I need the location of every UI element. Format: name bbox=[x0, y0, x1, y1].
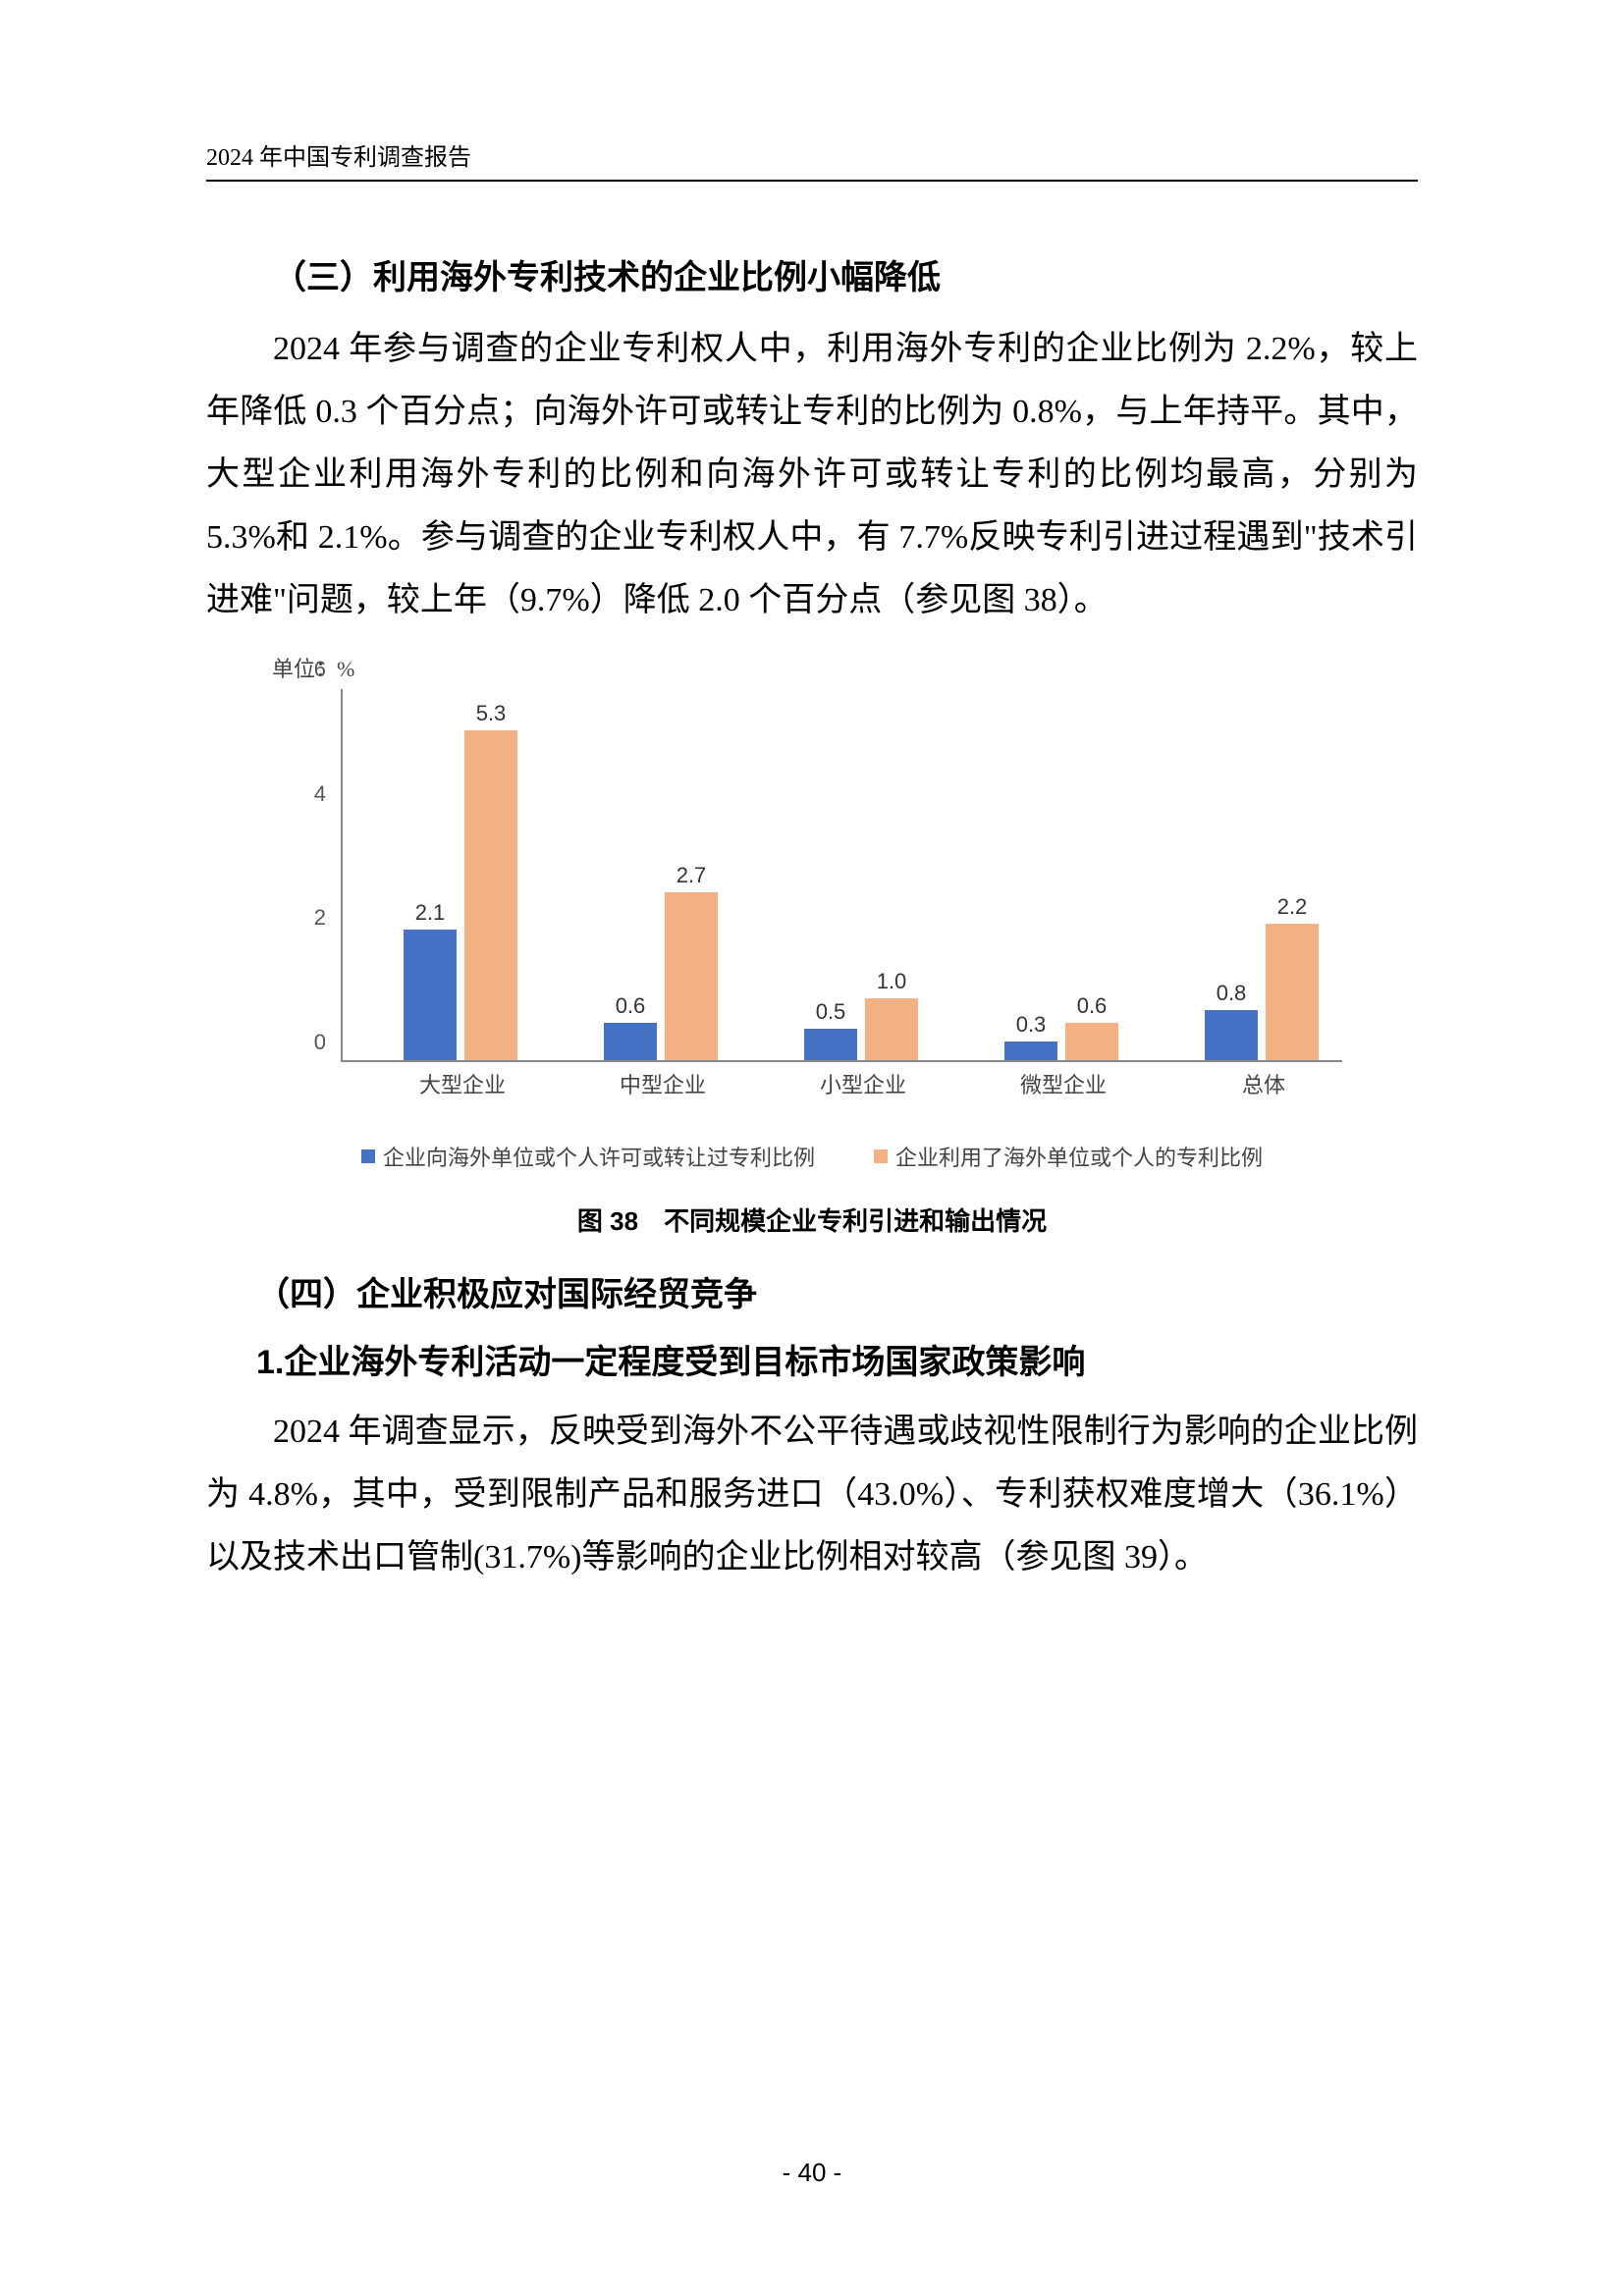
category-label: 大型企业 bbox=[364, 1068, 561, 1099]
bar-blue: 0.8 bbox=[1205, 1010, 1258, 1060]
chart-legend: 企业向海外单位或个人许可或转让过专利比例 企业利用了海外单位或个人的专利比例 bbox=[272, 1141, 1352, 1172]
bar-orange: 2.2 bbox=[1266, 924, 1319, 1060]
section-4-1-title: 1.企业海外专利活动一定程度受到目标市场国家政策影响 bbox=[206, 1335, 1418, 1383]
bar-group: 2.15.3大型企业 bbox=[394, 689, 531, 1060]
bar-orange: 2.7 bbox=[665, 892, 718, 1060]
chart-plot: 2.15.3大型企业0.62.7中型企业0.51.0小型企业0.30.6微型企业… bbox=[341, 689, 1342, 1062]
section-3-paragraph: 2024 年参与调查的企业专利权人中，利用海外专利的企业比例为 2.2%，较上年… bbox=[206, 318, 1418, 632]
legend-swatch-orange bbox=[874, 1149, 888, 1163]
bar-value-label: 0.6 bbox=[1065, 993, 1118, 1023]
bar-value-label: 1.0 bbox=[865, 969, 918, 998]
legend-label-blue: 企业向海外单位或个人许可或转让过专利比例 bbox=[383, 1141, 815, 1172]
page-number: - 40 - bbox=[0, 2158, 1624, 2188]
bar-value-label: 0.5 bbox=[804, 999, 857, 1029]
section-3-title: （三）利用海外专利技术的企业比例小幅降低 bbox=[206, 250, 1418, 298]
chart-area: 0 2 4 6 2.15.3大型企业0.62.7中型企业0.51.0小型企业0.… bbox=[272, 689, 1352, 1092]
bar-value-label: 2.2 bbox=[1266, 894, 1319, 924]
bar-value-label: 0.6 bbox=[604, 993, 657, 1023]
ytick-2: 2 bbox=[314, 905, 326, 931]
section-4-title: （四）企业积极应对国际经贸竞争 bbox=[206, 1267, 1418, 1315]
bar-group: 0.30.6微型企业 bbox=[995, 689, 1132, 1060]
bar-group: 0.51.0小型企业 bbox=[794, 689, 932, 1060]
bar-value-label: 5.3 bbox=[464, 701, 517, 730]
bar-blue: 0.5 bbox=[804, 1029, 857, 1060]
bar-value-label: 2.1 bbox=[404, 900, 457, 930]
ytick-6: 6 bbox=[314, 657, 326, 682]
legend-swatch-blue bbox=[361, 1149, 375, 1163]
category-label: 中型企业 bbox=[565, 1068, 761, 1099]
category-label: 总体 bbox=[1165, 1068, 1362, 1099]
figure-38: 单位：% 0 2 4 6 2.15.3大型企业0.62.7中型企业0.51.0小… bbox=[272, 652, 1352, 1238]
bar-value-label: 0.3 bbox=[1004, 1012, 1057, 1041]
chart-unit-label: 单位：% bbox=[272, 652, 1352, 683]
legend-item-blue: 企业向海外单位或个人许可或转让过专利比例 bbox=[361, 1141, 815, 1172]
bar-value-label: 0.8 bbox=[1205, 981, 1258, 1010]
bar-blue: 2.1 bbox=[404, 930, 457, 1060]
bar-orange: 0.6 bbox=[1065, 1023, 1118, 1060]
ytick-4: 4 bbox=[314, 781, 326, 807]
bar-blue: 0.3 bbox=[1004, 1041, 1057, 1060]
category-label: 小型企业 bbox=[765, 1068, 961, 1099]
running-header: 2024 年中国专利调查报告 bbox=[206, 137, 1418, 182]
legend-item-orange: 企业利用了海外单位或个人的专利比例 bbox=[874, 1141, 1263, 1172]
category-label: 微型企业 bbox=[965, 1068, 1162, 1099]
legend-label-orange: 企业利用了海外单位或个人的专利比例 bbox=[895, 1141, 1263, 1172]
bar-value-label: 2.7 bbox=[665, 863, 718, 892]
page: 2024 年中国专利调查报告 （三）利用海外专利技术的企业比例小幅降低 2024… bbox=[0, 0, 1624, 2296]
section-4-1-paragraph: 2024 年调查显示，反映受到海外不公平待遇或歧视性限制行为影响的企业比例为 4… bbox=[206, 1401, 1418, 1589]
bar-orange: 5.3 bbox=[464, 730, 517, 1060]
bar-blue: 0.6 bbox=[604, 1023, 657, 1060]
bar-group: 0.62.7中型企业 bbox=[594, 689, 731, 1060]
bar-orange: 1.0 bbox=[865, 998, 918, 1060]
figure-38-caption: 图 38 不同规模企业专利引进和输出情况 bbox=[272, 1201, 1352, 1238]
bar-group: 0.82.2总体 bbox=[1195, 689, 1332, 1060]
ytick-0: 0 bbox=[314, 1030, 326, 1055]
